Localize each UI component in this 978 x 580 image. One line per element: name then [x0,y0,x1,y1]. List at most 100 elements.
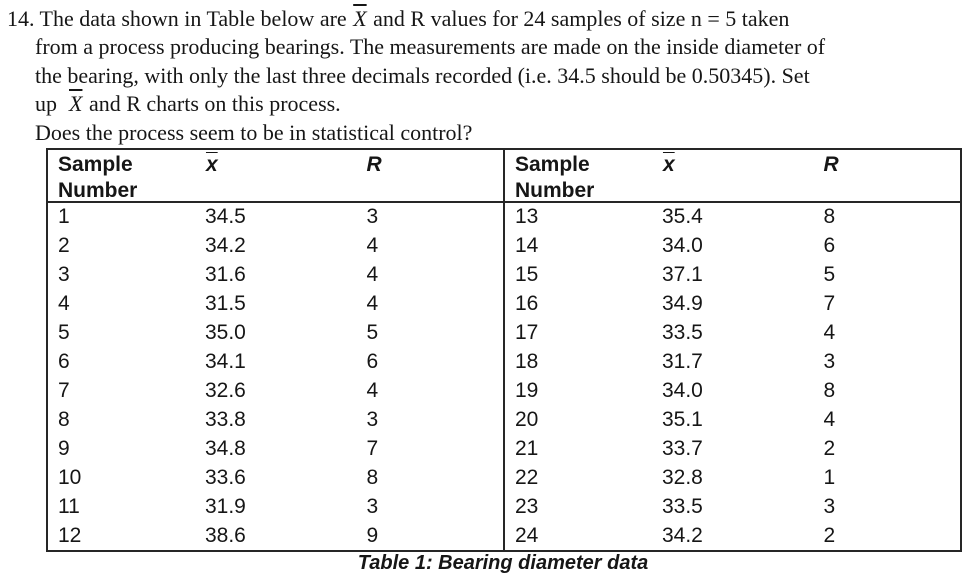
table-row: 18 31.7 3 [505,348,960,377]
r-header: R [823,153,839,176]
sample-number-cell: 11 [58,494,80,518]
sample-number-cell: 2 [58,234,70,258]
sample-number-cell: 7 [58,378,70,402]
table-row: 3 31.6 4 [48,261,503,290]
xbar-cell: 33.5 [661,321,703,345]
r-cell: 3 [823,494,836,518]
xbar-cell: 34.5 [204,205,246,229]
r-cell: 9 [366,523,379,547]
sample-number-cell: 9 [58,436,70,460]
table-row: 14 34.0 6 [505,232,960,261]
problem-line-3: the bearing, with only the last three de… [35,62,810,88]
sample-number-cell: 22 [515,465,539,489]
sample-number-cell: 1 [58,205,70,229]
problem-text: and R values for 24 samples of size n = … [367,6,790,31]
xbar-cell: 33.5 [661,494,703,518]
table-row: 11 31.9 3 [48,492,503,521]
r-cell: 4 [366,378,379,402]
r-cell: 5 [366,321,379,345]
r-cell: 2 [823,523,836,547]
table-row: 1 34.5 3 [48,203,503,232]
sample-number-cell: 12 [58,523,82,547]
table-row: 21 33.7 2 [505,434,960,463]
xbar-cell: 33.7 [661,436,703,460]
table-row: 8 33.8 3 [48,405,503,434]
r-cell: 4 [366,292,379,316]
xbar-cell: 34.1 [204,350,246,374]
r-cell: 5 [823,263,836,287]
xbar-cell: 34.9 [661,292,703,316]
r-cell: 7 [366,436,379,460]
r-cell: 3 [823,350,836,374]
xbar-cell: 33.8 [204,407,246,431]
table-left-half: Sample Number x R 1 34.5 3 2 34.2 4 3 31.6 4 4 31.… [48,150,503,550]
xbar-symbol: x [205,153,218,176]
r-cell: 8 [823,378,836,402]
problem-text: and R charts on this process. [83,91,341,117]
xbar-cell: 31.6 [204,263,246,287]
table-row: 23 33.5 3 [505,492,960,521]
table-row: 16 34.9 7 [505,290,960,319]
table-caption: Table 1: Bearing diameter data [357,552,649,574]
r-cell: 4 [823,407,836,431]
sample-number-cell: 24 [515,523,539,547]
xbar-cell: 35.4 [661,205,703,229]
r-cell: 2 [823,436,836,460]
sample-number-cell: 4 [58,292,70,316]
r-cell: 3 [366,494,379,518]
table-row: 13 35.4 8 [505,203,960,232]
sample-number-cell: 20 [515,407,539,431]
sample-number-cell: 17 [515,321,539,345]
xbar-symbol: x [662,153,675,176]
table-header-row: Sample Number x R [48,150,503,203]
sample-number-header: Sample Number [48,152,205,201]
table-row: 24 34.2 2 [505,521,960,550]
xbar-symbol: X [353,6,367,31]
r-cell: 4 [366,234,379,258]
xbar-cell: 38.6 [204,523,246,547]
xbar-cell: 35.1 [661,407,703,431]
table-row: 20 35.1 4 [505,405,960,434]
xbar-cell: 34.0 [661,378,703,402]
r-cell: 8 [823,205,836,229]
xbar-cell: 31.5 [204,292,246,316]
problem-text: The data shown in Table below are [39,6,353,31]
r-cell: 3 [366,205,379,229]
table-row: 5 35.0 5 [48,319,503,348]
sample-number-cell: 5 [58,321,70,345]
table-row: 7 32.6 4 [48,377,503,406]
r-header: R [366,153,382,176]
xbar-symbol: X [69,91,83,117]
xbar-cell: 34.0 [661,234,703,258]
sample-number-cell: 8 [58,407,70,431]
table-row: 9 34.8 7 [48,434,503,463]
table-row: 19 34.0 8 [505,377,960,406]
r-cell: 1 [823,465,836,489]
table-row: 17 33.5 4 [505,319,960,348]
xbar-header: x [205,152,367,201]
table-row: 4 31.5 4 [48,290,503,319]
sample-number-cell: 3 [58,263,70,287]
r-cell: 4 [366,263,379,287]
sample-number-cell: 13 [515,205,539,229]
problem-line-4: up X and R charts on this process. [7,90,971,118]
sample-number-cell: 6 [58,350,70,374]
bearing-data-table: Sample Number x R 1 34.5 3 2 34.2 4 3 31.6 4 4 31.… [46,148,962,552]
table-row: 22 32.8 1 [505,463,960,492]
r-cell: 8 [366,465,379,489]
xbar-cell: 31.9 [204,494,246,518]
xbar-cell: 33.6 [204,465,246,489]
table-left-body: 1 34.5 3 2 34.2 4 3 31.6 4 4 31.5 4 5 35.0 5 6 34.1 6 7 32.… [48,203,503,550]
r-cell: 4 [823,321,836,345]
sample-header-line2: Number [515,179,595,201]
sample-header-line2: Number [58,179,138,201]
xbar-cell: 34.8 [204,436,246,460]
sample-number-cell: 15 [515,263,539,287]
sample-number-cell: 16 [515,292,539,316]
problem-question: Does the process seem to be in statistic… [35,119,473,145]
sample-header-line1: Sample [515,153,590,176]
problem-number: 14. [7,6,35,31]
table-row: 15 37.1 5 [505,261,960,290]
xbar-cell: 34.2 [661,523,703,547]
r-cell: 6 [366,350,379,374]
